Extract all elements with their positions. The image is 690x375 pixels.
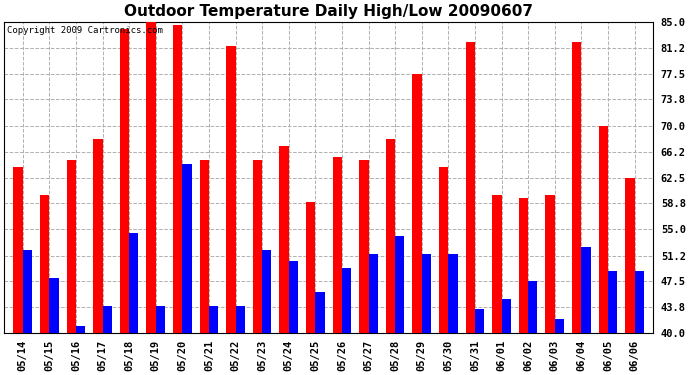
Bar bbox=[182, 164, 192, 333]
Bar bbox=[519, 198, 528, 333]
Bar bbox=[120, 28, 129, 333]
Bar bbox=[173, 25, 182, 333]
Bar bbox=[528, 281, 538, 333]
Bar bbox=[146, 22, 156, 333]
Bar bbox=[546, 195, 555, 333]
Bar bbox=[502, 299, 511, 333]
Bar bbox=[555, 320, 564, 333]
Bar bbox=[103, 306, 112, 333]
Bar bbox=[333, 157, 342, 333]
Bar bbox=[359, 160, 368, 333]
Bar bbox=[635, 271, 644, 333]
Title: Outdoor Temperature Daily High/Low 20090607: Outdoor Temperature Daily High/Low 20090… bbox=[124, 4, 533, 19]
Bar bbox=[466, 42, 475, 333]
Bar bbox=[235, 306, 245, 333]
Bar bbox=[475, 309, 484, 333]
Bar bbox=[368, 254, 378, 333]
Bar bbox=[262, 250, 271, 333]
Bar bbox=[50, 278, 59, 333]
Bar bbox=[448, 254, 457, 333]
Bar bbox=[199, 160, 209, 333]
Bar bbox=[342, 267, 351, 333]
Text: Copyright 2009 Cartronics.com: Copyright 2009 Cartronics.com bbox=[8, 26, 164, 35]
Bar bbox=[395, 236, 404, 333]
Bar bbox=[226, 46, 235, 333]
Bar bbox=[14, 167, 23, 333]
Bar bbox=[492, 195, 502, 333]
Bar bbox=[625, 177, 635, 333]
Bar bbox=[439, 167, 449, 333]
Bar bbox=[599, 126, 608, 333]
Bar bbox=[253, 160, 262, 333]
Bar bbox=[156, 306, 165, 333]
Bar bbox=[315, 292, 325, 333]
Bar bbox=[67, 160, 76, 333]
Bar bbox=[413, 74, 422, 333]
Bar bbox=[23, 250, 32, 333]
Bar bbox=[572, 42, 582, 333]
Bar bbox=[129, 233, 139, 333]
Bar bbox=[279, 146, 289, 333]
Bar bbox=[386, 140, 395, 333]
Bar bbox=[306, 202, 315, 333]
Bar bbox=[93, 140, 103, 333]
Bar bbox=[209, 306, 218, 333]
Bar bbox=[582, 247, 591, 333]
Bar bbox=[76, 326, 86, 333]
Bar bbox=[40, 195, 50, 333]
Bar bbox=[422, 254, 431, 333]
Bar bbox=[608, 271, 618, 333]
Bar bbox=[289, 261, 298, 333]
